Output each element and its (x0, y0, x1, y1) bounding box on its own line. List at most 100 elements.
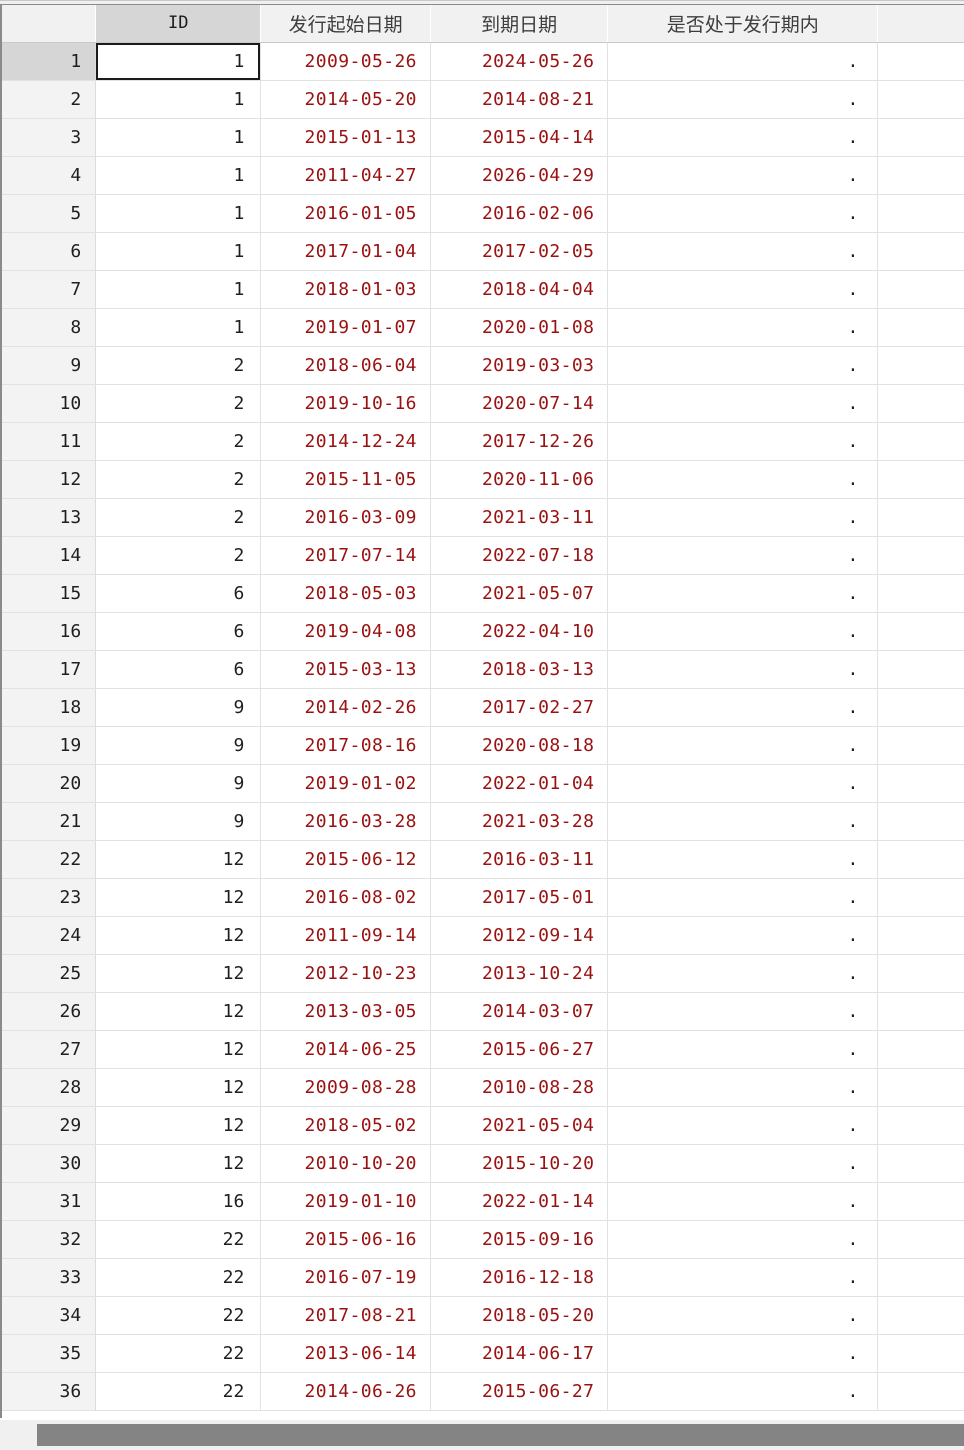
cell-end-date[interactable]: 2015-10-20 (430, 1144, 609, 1183)
cell-end-date[interactable]: 2019-03-03 (430, 346, 609, 385)
cell-end-date[interactable]: 2017-05-01 (430, 878, 609, 917)
cell-start-date[interactable]: 2016-03-09 (260, 498, 431, 537)
cell-id[interactable]: 12 (95, 954, 262, 993)
row-number-cell[interactable]: 30 (2, 1144, 97, 1183)
column-header-id[interactable]: ID (95, 5, 262, 43)
cell-start-date[interactable]: 2015-06-16 (260, 1220, 431, 1259)
row-number-cell[interactable]: 5 (2, 194, 97, 233)
cell-start-date[interactable]: 2009-05-26 (260, 42, 431, 81)
row-number-cell[interactable]: 26 (2, 992, 97, 1031)
cell-end-date[interactable]: 2015-09-16 (430, 1220, 609, 1259)
cell-end-date[interactable]: 2020-07-14 (430, 384, 609, 423)
cell-end-date[interactable]: 2026-04-29 (430, 156, 609, 195)
row-number-cell[interactable]: 9 (2, 346, 97, 385)
table-row[interactable]: 1 1 2009-05-26 2024-05-26. (2, 42, 964, 81)
cell-in-issue-period[interactable]: . (607, 118, 879, 157)
row-number-cell[interactable]: 29 (2, 1106, 97, 1145)
cell-end-date[interactable]: 2021-05-07 (430, 574, 609, 613)
cell-in-issue-period[interactable]: . (607, 232, 879, 271)
cell-in-issue-period[interactable]: . (607, 536, 879, 575)
cell-id[interactable]: 9 (95, 726, 262, 765)
cell-in-issue-period[interactable]: . (607, 916, 879, 955)
cell-in-issue-period[interactable]: . (607, 1220, 879, 1259)
cell-start-date[interactable]: 2011-04-27 (260, 156, 431, 195)
cell-end-date[interactable]: 2016-12-18 (430, 1258, 609, 1297)
table-row[interactable]: 17 6 2015-03-13 2018-03-13. (2, 650, 964, 689)
cell-id[interactable]: 22 (95, 1258, 262, 1297)
table-row[interactable]: 15 6 2018-05-03 2021-05-07. (2, 574, 964, 613)
cell-in-issue-period[interactable]: . (607, 954, 879, 993)
cell-end-date[interactable]: 2018-04-04 (430, 270, 609, 309)
cell-end-date[interactable]: 2018-05-20 (430, 1296, 609, 1335)
table-row[interactable]: 28 12 2009-08-28 2010-08-28. (2, 1068, 964, 1107)
column-header-start-date[interactable]: 发行起始日期 (260, 5, 431, 43)
cell-end-date[interactable]: 2024-05-26 (430, 42, 609, 81)
column-header-in-issue-period[interactable]: 是否处于发行期内 (607, 5, 879, 43)
row-number-cell[interactable]: 33 (2, 1258, 97, 1297)
cell-id[interactable]: 22 (95, 1334, 262, 1373)
cell-id[interactable]: 9 (95, 764, 262, 803)
table-row[interactable]: 4 1 2011-04-27 2026-04-29. (2, 156, 964, 195)
row-number-cell[interactable]: 13 (2, 498, 97, 537)
cell-id[interactable]: 1 (95, 42, 262, 81)
row-number-cell[interactable]: 36 (2, 1372, 97, 1411)
row-number-cell[interactable]: 7 (2, 270, 97, 309)
cell-end-date[interactable]: 2012-09-14 (430, 916, 609, 955)
cell-id[interactable]: 2 (95, 460, 262, 499)
cell-start-date[interactable]: 2018-05-03 (260, 574, 431, 613)
cell-end-date[interactable]: 2010-08-28 (430, 1068, 609, 1107)
cell-end-date[interactable]: 2021-05-04 (430, 1106, 609, 1145)
table-row[interactable]: 2 1 2014-05-20 2014-08-21. (2, 80, 964, 119)
cell-start-date[interactable]: 2014-02-26 (260, 688, 431, 727)
cell-start-date[interactable]: 2019-04-08 (260, 612, 431, 651)
row-number-cell[interactable]: 28 (2, 1068, 97, 1107)
row-number-cell[interactable]: 25 (2, 954, 97, 993)
row-number-cell[interactable]: 21 (2, 802, 97, 841)
cell-start-date[interactable]: 2010-10-20 (260, 1144, 431, 1183)
cell-in-issue-period[interactable]: . (607, 1296, 879, 1335)
cell-end-date[interactable]: 2016-03-11 (430, 840, 609, 879)
cell-start-date[interactable]: 2014-05-20 (260, 80, 431, 119)
table-row[interactable]: 3 1 2015-01-13 2015-04-14. (2, 118, 964, 157)
cell-id[interactable]: 9 (95, 802, 262, 841)
horizontal-scrollbar[interactable] (0, 1420, 964, 1450)
row-number-cell[interactable]: 32 (2, 1220, 97, 1259)
cell-in-issue-period[interactable]: . (607, 1258, 879, 1297)
row-number-cell[interactable]: 15 (2, 574, 97, 613)
data-grid-viewport[interactable]: ID 发行起始日期 到期日期 是否处于发行期内 1 1 2009-05-26 2024… (0, 5, 964, 1418)
row-number-cell[interactable]: 14 (2, 536, 97, 575)
table-row[interactable]: 33 22 2016-07-19 2016-12-18. (2, 1258, 964, 1297)
row-number-cell[interactable]: 10 (2, 384, 97, 423)
cell-id[interactable]: 12 (95, 840, 262, 879)
cell-id[interactable]: 1 (95, 232, 262, 271)
cell-in-issue-period[interactable]: . (607, 1106, 879, 1145)
cell-id[interactable]: 6 (95, 612, 262, 651)
row-number-cell[interactable]: 11 (2, 422, 97, 461)
cell-in-issue-period[interactable]: . (607, 422, 879, 461)
table-row[interactable]: 11 2 2014-12-24 2017-12-26. (2, 422, 964, 461)
table-row[interactable]: 6 1 2017-01-04 2017-02-05. (2, 232, 964, 271)
cell-id[interactable]: 2 (95, 422, 262, 461)
cell-in-issue-period[interactable]: . (607, 384, 879, 423)
row-number-cell[interactable]: 16 (2, 612, 97, 651)
cell-start-date[interactable]: 2013-06-14 (260, 1334, 431, 1373)
row-number-cell[interactable]: 20 (2, 764, 97, 803)
cell-end-date[interactable]: 2017-02-27 (430, 688, 609, 727)
table-row[interactable]: 34 22 2017-08-21 2018-05-20. (2, 1296, 964, 1335)
cell-in-issue-period[interactable]: . (607, 650, 879, 689)
row-number-cell[interactable]: 12 (2, 460, 97, 499)
row-number-cell[interactable]: 34 (2, 1296, 97, 1335)
cell-start-date[interactable]: 2011-09-14 (260, 916, 431, 955)
cell-end-date[interactable]: 2014-06-17 (430, 1334, 609, 1373)
cell-id[interactable]: 12 (95, 1106, 262, 1145)
cell-in-issue-period[interactable]: . (607, 346, 879, 385)
cell-end-date[interactable]: 2022-01-14 (430, 1182, 609, 1221)
cell-end-date[interactable]: 2015-06-27 (430, 1372, 609, 1411)
table-row[interactable]: 20 9 2019-01-02 2022-01-04. (2, 764, 964, 803)
table-row[interactable]: 31 16 2019-01-10 2022-01-14. (2, 1182, 964, 1221)
row-number-cell[interactable]: 22 (2, 840, 97, 879)
cell-id[interactable]: 2 (95, 536, 262, 575)
cell-in-issue-period[interactable]: . (607, 840, 879, 879)
cell-end-date[interactable]: 2021-03-11 (430, 498, 609, 537)
table-row[interactable]: 18 9 2014-02-26 2017-02-27. (2, 688, 964, 727)
